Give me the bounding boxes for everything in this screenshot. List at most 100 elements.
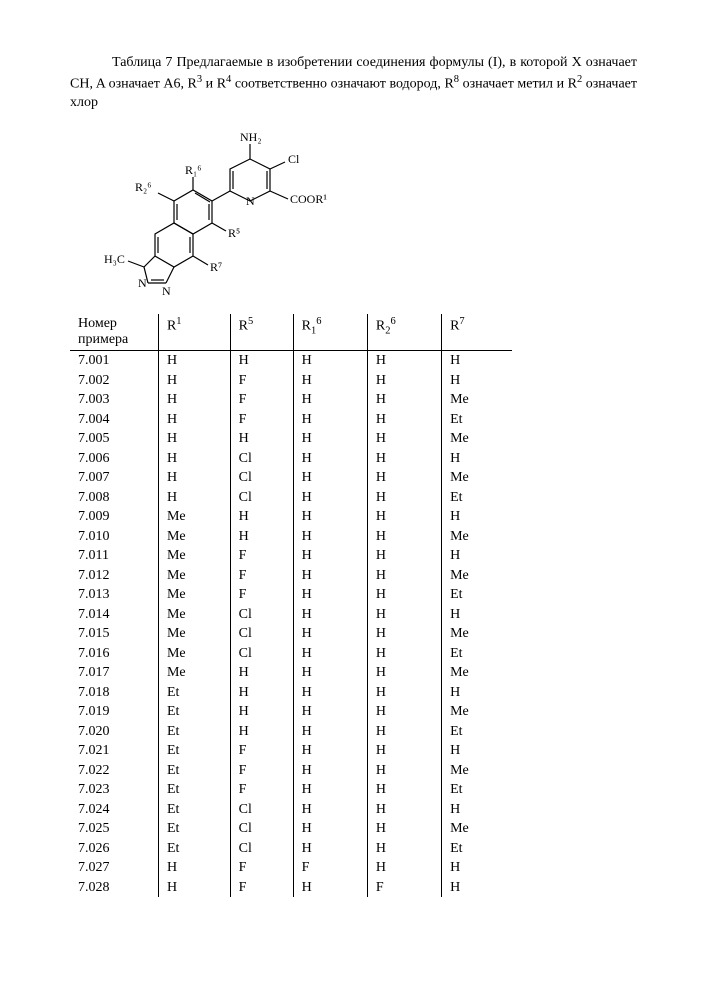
table-cell: Cl [230, 800, 293, 820]
table-cell: Me [442, 527, 513, 547]
table-cell: H [230, 527, 293, 547]
table-cell: H [367, 468, 441, 488]
table-cell: H [230, 351, 293, 371]
table-cell: H [293, 429, 367, 449]
table-cell: Et [158, 839, 230, 859]
table-cell: H [442, 605, 513, 625]
table-row: 7.022EtFHHMe [70, 761, 512, 781]
table-cell: H [367, 351, 441, 371]
table-row: 7.020EtHHHEt [70, 722, 512, 742]
label-nh2: NH₂ [240, 130, 262, 144]
table-cell: F [230, 410, 293, 430]
table-cell: 7.004 [70, 410, 158, 430]
table-cell: H [293, 644, 367, 664]
table-cell: H [442, 371, 513, 391]
table-cell: 7.019 [70, 702, 158, 722]
table-row: 7.018EtHHHH [70, 683, 512, 703]
table-cell: H [158, 488, 230, 508]
table-cell: 7.001 [70, 351, 158, 371]
table-cell: F [230, 780, 293, 800]
table-cell: H [367, 761, 441, 781]
table-row: 7.012MeFHHMe [70, 566, 512, 586]
table-row: 7.005HHHHMe [70, 429, 512, 449]
compound-table: НомерпримераR1R5R16R26R7 7.001HHHHH7.002… [70, 314, 512, 897]
table-row: 7.015MeClHHMe [70, 624, 512, 644]
table-cell: H [293, 410, 367, 430]
table-row: 7.007HClHHMe [70, 468, 512, 488]
table-row: 7.019EtHHHMe [70, 702, 512, 722]
table-cell: H [367, 858, 441, 878]
table-cell: Me [442, 468, 513, 488]
table-cell: H [293, 624, 367, 644]
table-cell: H [293, 390, 367, 410]
table-cell: Me [158, 527, 230, 547]
table-cell: H [230, 702, 293, 722]
table-cell: F [230, 858, 293, 878]
table-cell: H [367, 780, 441, 800]
label-h3c: H₃C [104, 252, 125, 266]
table-cell: F [230, 546, 293, 566]
table-cell: H [442, 683, 513, 703]
table-cell: F [230, 371, 293, 391]
table-cell: 7.008 [70, 488, 158, 508]
table-cell: Cl [230, 819, 293, 839]
table-cell: H [230, 507, 293, 527]
table-cell: H [442, 546, 513, 566]
table-cell: 7.021 [70, 741, 158, 761]
table-cell: Me [442, 390, 513, 410]
table-cell: H [293, 702, 367, 722]
table-cell: H [367, 605, 441, 625]
table-row: 7.003HFHHMe [70, 390, 512, 410]
table-caption: Таблица 7 Предлагаемые в изобретении сое… [70, 54, 637, 113]
table-cell: Me [158, 624, 230, 644]
table-cell: Cl [230, 468, 293, 488]
table-cell: 7.024 [70, 800, 158, 820]
table-cell: H [367, 741, 441, 761]
table-row: 7.002HFHHH [70, 371, 512, 391]
table-cell: H [442, 351, 513, 371]
table-cell: H [367, 488, 441, 508]
table-cell: H [442, 741, 513, 761]
table-cell: Cl [230, 644, 293, 664]
table-row: 7.021EtFHHH [70, 741, 512, 761]
table-header: R5 [230, 314, 293, 351]
table-cell: H [367, 546, 441, 566]
table-cell: H [158, 878, 230, 898]
table-cell: H [158, 351, 230, 371]
table-cell: 7.003 [70, 390, 158, 410]
table-cell: Cl [230, 488, 293, 508]
table-cell: H [230, 722, 293, 742]
table-cell: Cl [230, 624, 293, 644]
table-cell: H [367, 429, 441, 449]
table-cell: Me [442, 624, 513, 644]
table-cell: H [367, 390, 441, 410]
table-cell: H [367, 585, 441, 605]
table-cell: H [158, 468, 230, 488]
table-cell: H [158, 371, 230, 391]
table-cell: Cl [230, 839, 293, 859]
table-cell: H [442, 507, 513, 527]
table-cell: H [367, 722, 441, 742]
table-cell: H [158, 449, 230, 469]
table-cell: 7.020 [70, 722, 158, 742]
table-cell: H [293, 546, 367, 566]
table-cell: Et [442, 780, 513, 800]
table-row: 7.024EtClHHH [70, 800, 512, 820]
table-cell: Me [158, 605, 230, 625]
table-cell: Me [442, 663, 513, 683]
table-cell: H [367, 527, 441, 547]
table-cell: 7.028 [70, 878, 158, 898]
table-cell: Et [158, 683, 230, 703]
table-cell: Cl [230, 449, 293, 469]
table-cell: Et [442, 488, 513, 508]
table-cell: Me [158, 566, 230, 586]
label-n-pyrazole1: N [138, 276, 147, 290]
table-cell: H [293, 683, 367, 703]
table-cell: H [367, 663, 441, 683]
table-cell: Et [442, 585, 513, 605]
table-cell: H [367, 507, 441, 527]
table-cell: H [367, 371, 441, 391]
table-cell: Cl [230, 605, 293, 625]
table-cell: 7.006 [70, 449, 158, 469]
table-cell: Me [158, 663, 230, 683]
